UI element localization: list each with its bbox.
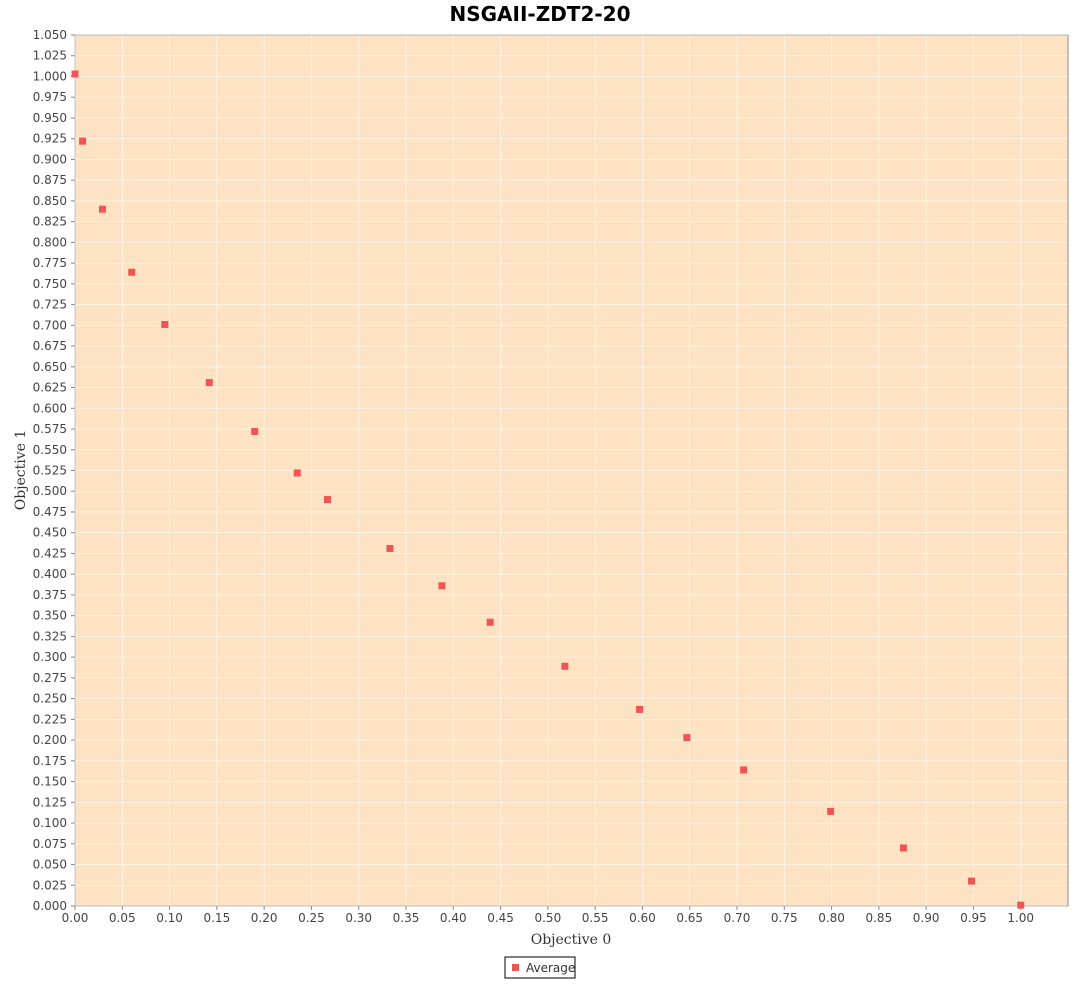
x-tick-label: 0.60 bbox=[629, 911, 656, 925]
data-point bbox=[161, 321, 169, 329]
y-tick-label: 0.675 bbox=[33, 339, 67, 353]
y-tick-label: 0.200 bbox=[33, 733, 67, 747]
chart-title: NSGAII-ZDT2-20 bbox=[449, 2, 630, 26]
x-tick-label: 0.35 bbox=[393, 911, 420, 925]
y-tick-label: 0.350 bbox=[33, 609, 67, 623]
y-tick-label: 0.475 bbox=[33, 505, 67, 519]
y-axis-ticks: 0.000 0.025 0.050 0.075 0.100 0.125 0.150 0.175… bbox=[33, 28, 75, 913]
data-point bbox=[128, 268, 136, 276]
y-tick-label: 0.725 bbox=[33, 298, 67, 312]
data-point bbox=[438, 582, 446, 590]
y-tick-label: 0.650 bbox=[33, 360, 67, 374]
data-point bbox=[293, 469, 301, 477]
y-tick-label: 0.600 bbox=[33, 401, 67, 415]
x-tick-label: 0.10 bbox=[156, 911, 183, 925]
data-point bbox=[740, 766, 748, 774]
y-tick-label: 0.525 bbox=[33, 464, 67, 478]
legend-marker-average bbox=[512, 964, 519, 971]
legend-label-average: Average bbox=[526, 961, 575, 975]
y-tick-label: 0.175 bbox=[33, 754, 67, 768]
x-tick-label: 0.15 bbox=[203, 911, 230, 925]
y-tick-label: 0.800 bbox=[33, 235, 67, 249]
data-points bbox=[71, 70, 1025, 909]
data-point bbox=[683, 734, 691, 742]
y-tick-label: 0.075 bbox=[33, 837, 67, 851]
x-tick-label: 0.65 bbox=[676, 911, 703, 925]
y-tick-label: 0.125 bbox=[33, 795, 67, 809]
y-tick-label: 0.025 bbox=[33, 878, 67, 892]
y-tick-label: 0.575 bbox=[33, 422, 67, 436]
x-axis-title: Objective 0 bbox=[531, 932, 612, 948]
y-tick-label: 0.150 bbox=[33, 775, 67, 789]
legend: Average bbox=[504, 956, 576, 979]
y-tick-label: 0.050 bbox=[33, 858, 67, 872]
y-tick-label: 0.275 bbox=[33, 671, 67, 685]
x-tick-label: 0.75 bbox=[771, 911, 798, 925]
y-tick-label: 0.850 bbox=[33, 194, 67, 208]
x-tick-label: 0.00 bbox=[62, 911, 89, 925]
data-point bbox=[486, 618, 494, 626]
y-tick-label: 0.925 bbox=[33, 132, 67, 146]
y-tick-label: 0.700 bbox=[33, 318, 67, 332]
y-axis-title: Objective 1 bbox=[13, 430, 29, 511]
y-tick-label: 0.550 bbox=[33, 443, 67, 457]
x-tick-label: 0.40 bbox=[440, 911, 467, 925]
y-tick-label: 0.825 bbox=[33, 215, 67, 229]
x-tick-label: 0.80 bbox=[818, 911, 845, 925]
data-point bbox=[71, 70, 79, 78]
grid-lines bbox=[74, 34, 1068, 907]
x-tick-label: 0.25 bbox=[298, 911, 325, 925]
x-tick-label: 0.90 bbox=[913, 911, 940, 925]
y-tick-label: 0.500 bbox=[33, 484, 67, 498]
x-tick-label: 0.85 bbox=[865, 911, 892, 925]
y-tick-label: 0.975 bbox=[33, 90, 67, 104]
y-tick-label: 0.425 bbox=[33, 546, 67, 560]
data-point bbox=[636, 705, 644, 713]
y-tick-label: 1.050 bbox=[33, 28, 67, 42]
y-tick-label: 0.375 bbox=[33, 588, 67, 602]
legend-box bbox=[504, 956, 576, 979]
y-tick-label: 0.450 bbox=[33, 526, 67, 540]
data-point bbox=[205, 379, 213, 387]
y-tick-label: 0.300 bbox=[33, 650, 67, 664]
data-point bbox=[251, 428, 259, 436]
x-tick-label: 0.95 bbox=[960, 911, 987, 925]
y-tick-label: 1.025 bbox=[33, 49, 67, 63]
data-point bbox=[324, 496, 332, 504]
y-tick-label: 1.000 bbox=[33, 69, 67, 83]
x-tick-label: 1.00 bbox=[1007, 911, 1034, 925]
data-point bbox=[899, 844, 907, 852]
y-tick-label: 0.250 bbox=[33, 692, 67, 706]
y-tick-label: 0.775 bbox=[33, 256, 67, 270]
data-point bbox=[79, 137, 87, 145]
y-tick-label: 0.950 bbox=[33, 111, 67, 125]
x-tick-label: 0.45 bbox=[487, 911, 514, 925]
y-tick-label: 0.900 bbox=[33, 152, 67, 166]
x-axis-ticks: 0.00 0.05 0.10 0.15 0.20 0.25 0.30 0.35 0.40 0.45… bbox=[62, 906, 1034, 925]
x-tick-label: 0.30 bbox=[345, 911, 372, 925]
data-point bbox=[561, 662, 569, 670]
y-tick-label: 0.400 bbox=[33, 567, 67, 581]
data-point bbox=[98, 205, 106, 213]
data-point bbox=[386, 544, 394, 552]
y-tick-label: 0.225 bbox=[33, 712, 67, 726]
x-tick-label: 0.20 bbox=[251, 911, 278, 925]
data-point bbox=[827, 807, 835, 815]
y-tick-label: 0.325 bbox=[33, 629, 67, 643]
y-tick-label: 0.625 bbox=[33, 381, 67, 395]
x-tick-label: 0.05 bbox=[109, 911, 136, 925]
y-tick-label: 0.875 bbox=[33, 173, 67, 187]
x-tick-label: 0.70 bbox=[724, 911, 751, 925]
x-tick-label: 0.55 bbox=[582, 911, 609, 925]
x-tick-label: 0.50 bbox=[534, 911, 561, 925]
data-point bbox=[968, 877, 976, 885]
data-point bbox=[1017, 901, 1025, 909]
y-tick-label: 0.750 bbox=[33, 277, 67, 291]
y-tick-label: 0.000 bbox=[33, 899, 67, 913]
y-tick-label: 0.100 bbox=[33, 816, 67, 830]
